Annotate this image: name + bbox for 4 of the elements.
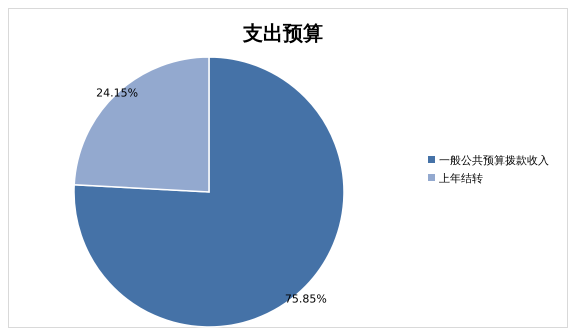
- legend-label: 一般公共预算拨款收入: [439, 154, 549, 167]
- legend-label: 上年结转: [439, 172, 483, 185]
- chart-title: 支出预算: [242, 21, 323, 45]
- data-label: 24.15%: [96, 86, 138, 100]
